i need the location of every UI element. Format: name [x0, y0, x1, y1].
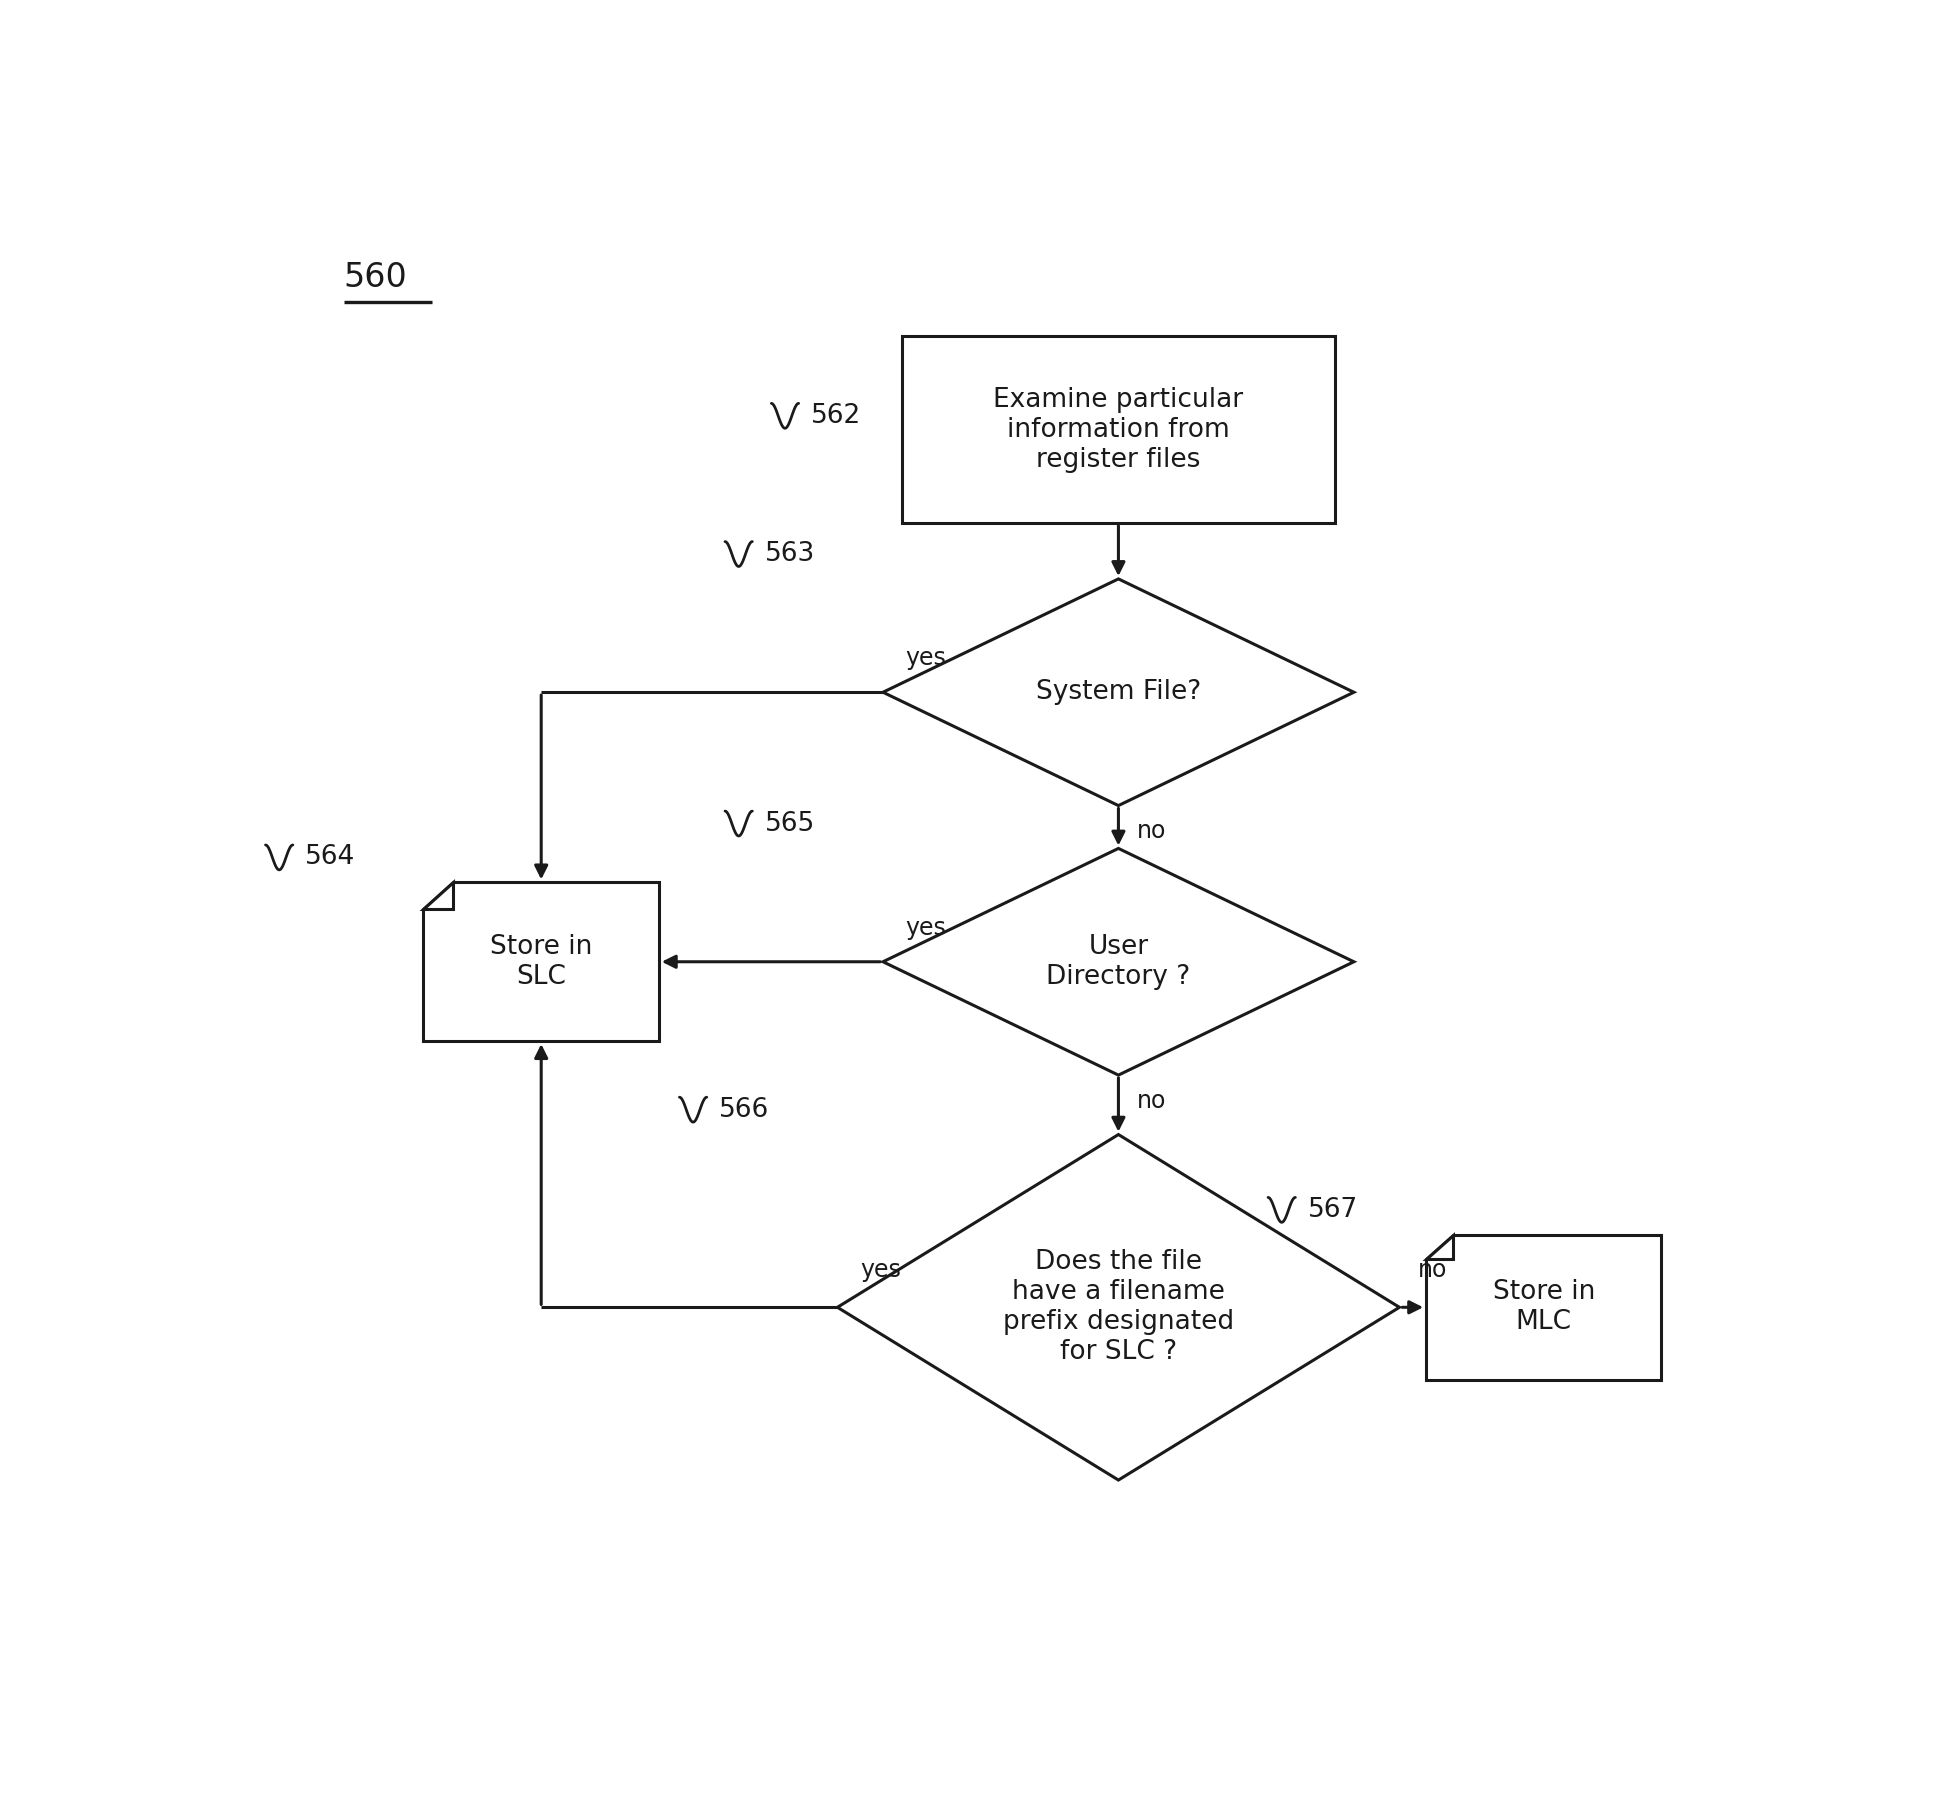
Text: no: no [1417, 1258, 1446, 1282]
Polygon shape [1427, 1235, 1452, 1260]
Text: 563: 563 [764, 540, 815, 567]
Polygon shape [1427, 1235, 1662, 1380]
Text: 565: 565 [764, 811, 815, 836]
Polygon shape [882, 849, 1354, 1075]
Text: Store in
MLC: Store in MLC [1494, 1280, 1595, 1335]
Text: 564: 564 [306, 844, 355, 871]
Text: Does the file
have a filename
prefix designated
for SLC ?: Does the file have a filename prefix des… [1004, 1249, 1235, 1366]
Text: no: no [1137, 1090, 1166, 1113]
Text: no: no [1137, 819, 1166, 844]
Text: yes: yes [906, 646, 947, 670]
Text: yes: yes [860, 1258, 902, 1282]
Text: Store in
SLC: Store in SLC [490, 933, 592, 989]
Text: User
Directory ?: User Directory ? [1047, 933, 1190, 989]
Text: 566: 566 [719, 1097, 768, 1122]
Text: 560: 560 [343, 260, 408, 294]
Text: System File?: System File? [1035, 679, 1201, 705]
Polygon shape [837, 1134, 1399, 1481]
Polygon shape [423, 883, 453, 910]
Text: 567: 567 [1307, 1197, 1358, 1222]
Polygon shape [882, 580, 1354, 806]
Polygon shape [423, 883, 659, 1041]
FancyBboxPatch shape [902, 336, 1335, 522]
Text: yes: yes [906, 915, 947, 939]
Text: Examine particular
information from
register files: Examine particular information from regi… [994, 386, 1243, 472]
Text: 562: 562 [811, 402, 860, 429]
